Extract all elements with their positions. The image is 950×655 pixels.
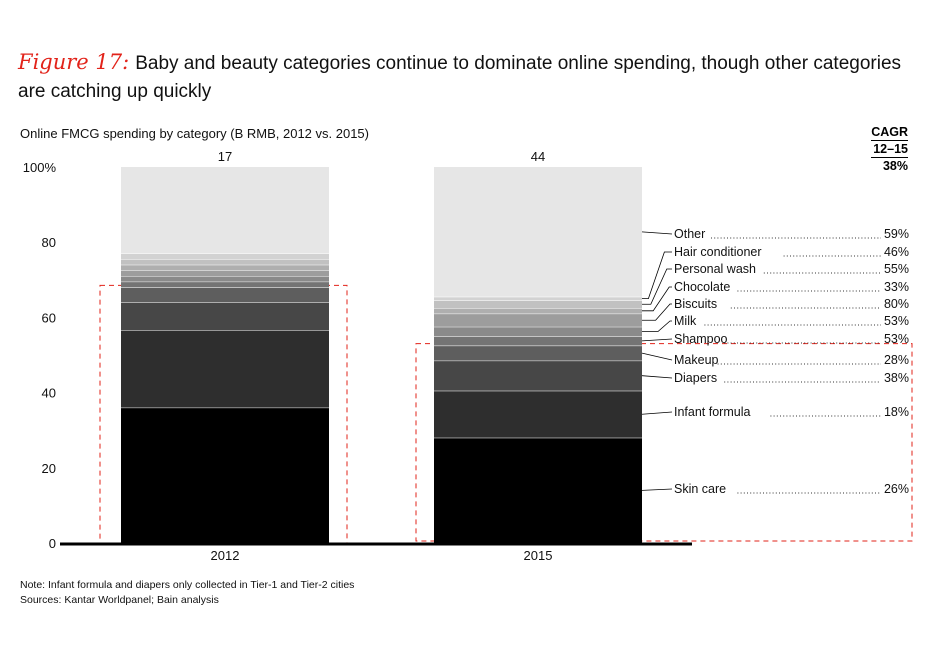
bar-segment-2012-diapers	[121, 302, 329, 331]
series-cagr-hair-conditioner: 46%	[884, 245, 909, 259]
bar-segment-2012-shampoo	[121, 281, 329, 288]
note-text: Note: Infant formula and diapers only co…	[20, 579, 355, 591]
series-label-milk: Milk	[674, 314, 697, 328]
series-cagr-infant-formula: 18%	[884, 405, 909, 419]
bar-segment-2015-personal-wash	[434, 300, 642, 308]
figure-title: Figure 17: Baby and beauty categories con…	[18, 48, 928, 106]
bar-segment-2012-hair-conditioner	[121, 253, 329, 260]
y-tick-label: 60	[42, 310, 56, 325]
leader-line-makeup	[641, 352, 673, 361]
series-label-infant-formula: Infant formula	[674, 405, 750, 419]
bar-segment-2012-milk	[121, 276, 329, 282]
leader-line-chocolate	[642, 286, 672, 312]
series-cagr-makeup: 28%	[884, 353, 909, 367]
bar-segment-2012-infant-formula	[121, 330, 329, 408]
bar-segment-2015-biscuits	[434, 313, 642, 327]
series-cagr-diapers: 38%	[884, 371, 909, 385]
highlight-box-2015	[415, 343, 913, 542]
series-cagr-other: 59%	[884, 227, 909, 241]
sources-text: Sources: Kantar Worldpanel; Bain analysi…	[20, 594, 219, 606]
bar-segment-2015-hair-conditioner	[434, 296, 642, 301]
series-label-skin-care: Skin care	[674, 482, 726, 496]
bar-segment-2015-makeup	[434, 345, 642, 361]
x-category-label: 2015	[524, 548, 553, 563]
y-tick-label: 100%	[23, 160, 57, 175]
bar-segment-2015-other	[434, 167, 642, 297]
bar-segment-2015-chocolate	[434, 308, 642, 314]
y-tick-label: 40	[42, 386, 56, 401]
leader-line-shampoo	[641, 338, 673, 342]
leader-line-personal-wash	[642, 268, 672, 305]
leader-line-diapers	[641, 375, 673, 379]
series-label-biscuits: Biscuits	[674, 297, 717, 311]
leader-line-biscuits	[642, 303, 672, 321]
series-cagr-milk: 53%	[884, 314, 909, 328]
bar-segment-2015-infant-formula	[434, 390, 642, 438]
leader-line-milk	[642, 320, 672, 332]
cagr-header: CAGR 12–15 38%	[871, 124, 908, 174]
bar-segment-2015-shampoo	[434, 336, 642, 346]
series-cagr-shampoo: 53%	[884, 332, 909, 346]
bar-segment-2012-other	[121, 167, 329, 254]
figure-title-text: Baby and beauty categories continue to d…	[18, 53, 902, 102]
bar-segment-2015-skin-care	[434, 437, 642, 543]
bar-segment-2015-diapers	[434, 360, 642, 391]
series-label-other: Other	[674, 227, 705, 241]
series-label-shampoo: Shampoo	[674, 332, 728, 346]
cagr-period: 12–15	[871, 141, 908, 158]
bar-segment-2015-milk	[434, 326, 642, 337]
y-tick-label: 0	[49, 536, 56, 551]
cagr-total: 38%	[882, 159, 908, 173]
chart-subtitle: Online FMCG spending by category (B RMB,…	[20, 126, 369, 141]
bar-total-label: 17	[218, 149, 232, 164]
series-label-personal-wash: Personal wash	[674, 262, 756, 276]
y-tick-label: 80	[42, 235, 56, 250]
series-cagr-personal-wash: 55%	[884, 262, 909, 276]
bar-total-label: 44	[531, 149, 545, 164]
series-label-makeup: Makeup	[674, 353, 719, 367]
series-label-chocolate: Chocolate	[674, 280, 730, 294]
bar-segment-2012-personal-wash	[121, 259, 329, 265]
bar-segment-2012-makeup	[121, 287, 329, 303]
footnotes: Note: Infant formula and diapers only co…	[20, 578, 354, 608]
bar-segment-2012-skin-care	[121, 407, 329, 543]
y-tick-label: 20	[42, 461, 56, 476]
series-cagr-skin-care: 26%	[884, 482, 909, 496]
series-label-hair-conditioner: Hair conditioner	[674, 245, 762, 259]
bar-segment-2012-biscuits	[121, 270, 329, 277]
figure-label: Figure 17:	[18, 50, 130, 74]
series-cagr-biscuits: 80%	[884, 297, 909, 311]
bar-segment-2012-chocolate	[121, 264, 329, 271]
leader-line-hair-conditioner	[642, 251, 672, 300]
leader-line-skin-care	[641, 488, 673, 491]
series-label-diapers: Diapers	[674, 371, 717, 385]
leader-line-infant-formula	[641, 411, 673, 415]
leader-line-other	[641, 231, 673, 235]
series-cagr-chocolate: 33%	[884, 280, 909, 294]
cagr-label: CAGR	[871, 125, 908, 141]
x-category-label: 2012	[211, 548, 240, 563]
